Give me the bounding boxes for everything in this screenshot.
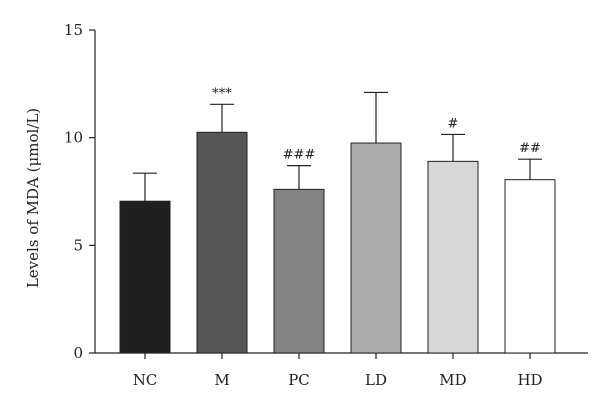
bar-hd (504, 179, 556, 354)
bars: NC *** M ### PC LD # MD ## HD (119, 86, 556, 389)
significance-label: ### (283, 148, 316, 163)
y-axis-title: Levels of MDA (μmol/L) (24, 108, 42, 288)
bar-group-hd: ## HD (504, 141, 556, 389)
bar-group-md: # MD (427, 116, 479, 389)
y-tick-label: 15 (64, 21, 83, 39)
bar-pc (273, 188, 325, 354)
bar-ld (350, 142, 402, 354)
bar-group-m: *** M (196, 86, 248, 389)
x-tick-label: NC (133, 371, 158, 389)
y-tick-label: 10 (64, 129, 83, 147)
x-tick-label: HD (517, 371, 542, 389)
bar-group-pc: ### PC (273, 148, 325, 389)
bar-m (196, 131, 248, 354)
bar-group-ld: LD (350, 91, 402, 389)
significance-label: # (448, 116, 459, 131)
significance-label: ## (519, 141, 541, 156)
x-tick-label: M (214, 371, 229, 389)
significance-label: *** (212, 86, 232, 101)
y-tick-label: 0 (73, 344, 83, 362)
x-tick-label: PC (288, 371, 310, 389)
x-tick-label: LD (365, 371, 387, 389)
bar-nc (119, 200, 171, 354)
y-tick-label: 5 (73, 236, 83, 254)
bar-md (427, 160, 479, 354)
bar-group-nc: NC (119, 172, 171, 389)
y-axis: 0 5 10 15 (64, 21, 96, 362)
x-tick-label: MD (439, 371, 466, 389)
